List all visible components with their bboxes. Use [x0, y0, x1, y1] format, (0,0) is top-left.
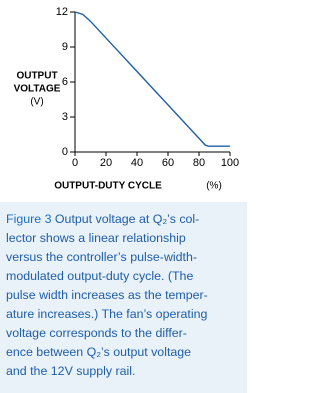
- x-tick-label: 40: [131, 157, 143, 169]
- x-tick-label: 20: [100, 157, 112, 169]
- y-axis-label: VOLTAGE: [14, 84, 61, 95]
- y-tick-label: 0: [62, 146, 68, 158]
- caption-text: ence between Q₂’s output voltage: [6, 345, 192, 359]
- caption-text: ature increases.) The fan’s operating: [6, 307, 208, 321]
- figure-label: Figure 3: [6, 212, 52, 226]
- caption-line: modulated output-duty cycle. (The: [6, 267, 241, 286]
- x-tick-label: 0: [72, 157, 78, 169]
- caption: Figure 3 Output voltage at Q₂’s col-lect…: [0, 202, 247, 393]
- y-tick-label: 3: [62, 111, 68, 123]
- y-tick-label: 9: [62, 41, 68, 53]
- caption-text: and the 12V supply rail.: [6, 364, 136, 378]
- y-tick-label: 12: [56, 6, 68, 18]
- caption-line: ature increases.) The fan’s operating: [6, 305, 241, 324]
- caption-text: pulse width increases as the temper-: [6, 288, 208, 302]
- caption-text: versus the controller’s pulse-width-: [6, 250, 197, 264]
- y-axis-label: (V): [30, 97, 43, 108]
- caption-text: modulated output-duty cycle. (The: [6, 269, 194, 283]
- caption-text: lector shows a linear relationship: [6, 231, 186, 245]
- x-tick-label: 80: [193, 157, 205, 169]
- y-axis-label: OUTPUT: [16, 71, 57, 82]
- chart: OUTPUT-DUTY CYCLE (%) 0 3 6 9 12 0 20 40 60 80 100…: [14, 6, 240, 192]
- caption-line: versus the controller’s pulse-width-: [6, 248, 241, 267]
- caption-line: voltage corresponds to the differ-: [6, 324, 241, 343]
- caption-line: and the 12V supply rail.: [6, 362, 241, 381]
- x-axis-label: OUTPUT-DUTY CYCLE: [54, 181, 162, 192]
- y-tick-label: 6: [62, 76, 68, 88]
- x-axis-unit: (%): [206, 181, 222, 192]
- caption-line: lector shows a linear relationship: [6, 229, 241, 248]
- caption-line: pulse width increases as the temper-: [6, 286, 241, 305]
- x-tick-label: 100: [221, 157, 239, 169]
- line: [74, 11, 230, 147]
- caption-line: ence between Q₂’s output voltage: [6, 343, 241, 362]
- x-tick-label: 60: [162, 157, 174, 169]
- figure: OUTPUT-DUTY CYCLE (%) 0 3 6 9 12 0 20 40 60 80 100…: [0, 6, 247, 393]
- caption-text: voltage corresponds to the differ-: [6, 326, 187, 340]
- caption-line: Figure 3 Output voltage at Q₂’s col-: [6, 210, 241, 229]
- caption-text: Output voltage at Q₂’s col-: [51, 212, 200, 226]
